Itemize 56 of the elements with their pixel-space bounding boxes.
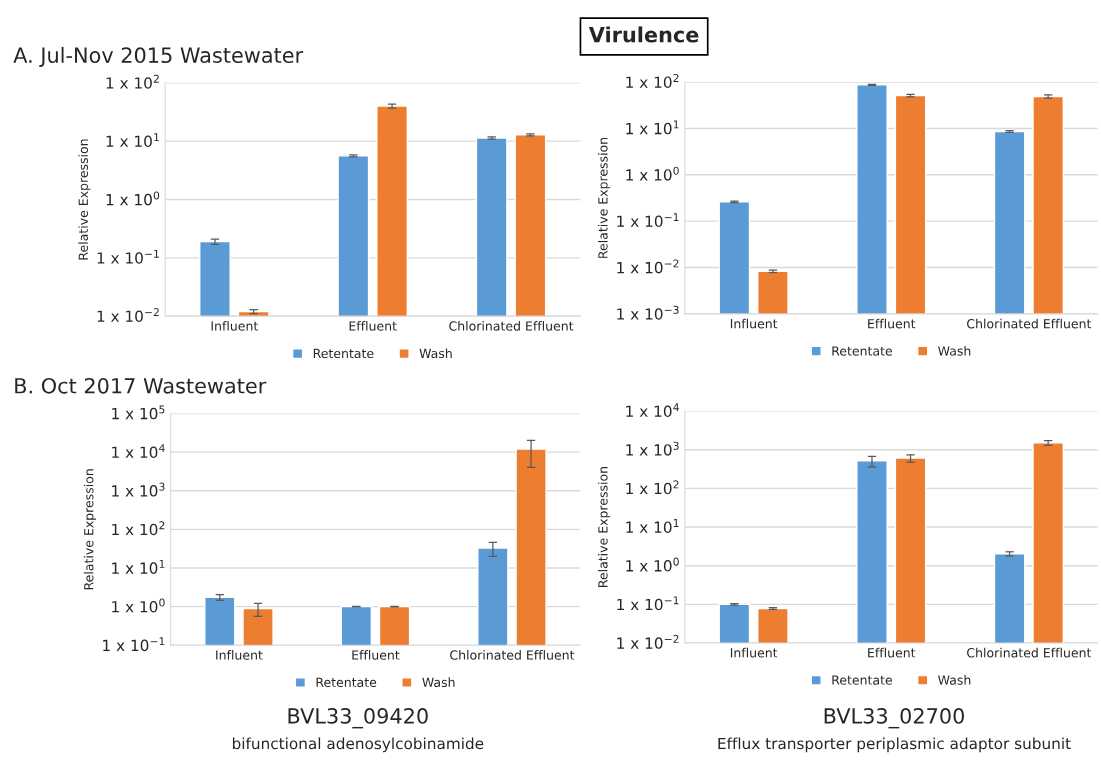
y-tick-label: 1 x 10$^{2}$ bbox=[112, 521, 165, 536]
y-tick-label: 1 x 10$^{1}$ bbox=[106, 133, 159, 148]
x-tick-label: Influent bbox=[211, 321, 258, 331]
text: Virulence bbox=[588, 26, 699, 43]
x-tick-label: Influent bbox=[730, 647, 778, 658]
text: BVL33_09420 bbox=[288, 708, 428, 729]
legend-label: Retentate bbox=[313, 348, 374, 359]
x-tick-label: Effluent bbox=[349, 321, 397, 331]
y-tick-label: 1 x 10$^{1}$ bbox=[626, 120, 679, 135]
y-tick-label: 1 x 10$^{1}$ bbox=[626, 519, 679, 533]
y-tick-label: 1 x 10$^{3}$ bbox=[626, 441, 679, 456]
legend-label: Retentate bbox=[316, 677, 377, 688]
y-tick-label: 1 x 10$^{1}$ bbox=[112, 560, 165, 574]
legend-label: Retentate bbox=[832, 675, 893, 685]
x-tick-label: Chlorinated Effluent bbox=[967, 647, 1092, 658]
y-axis-title: Relative Expression bbox=[83, 469, 96, 590]
x-tick-label: Effluent bbox=[868, 647, 916, 658]
text: B. Oct 2017 Wastewater bbox=[15, 377, 267, 394]
legend-label: Retentate bbox=[832, 346, 893, 356]
text: A. Jul-Nov 2015 Wastewater bbox=[13, 46, 304, 67]
y-tick-label: 1 x 10$^{4}$ bbox=[626, 403, 679, 418]
y-tick-label: 1 x 10$^{−3}$ bbox=[617, 305, 679, 320]
y-tick-label: 1 x 10$^{−2}$ bbox=[97, 308, 159, 323]
y-tick-label: 1 x 10$^{0}$ bbox=[106, 191, 160, 206]
y-tick-label: 1 x 10$^{2}$ bbox=[626, 73, 679, 88]
y-tick-label: 1 x 10$^{−1}$ bbox=[617, 213, 679, 228]
y-tick-label: 1 x 10$^{−1}$ bbox=[617, 596, 679, 611]
x-tick-label: Effluent bbox=[868, 318, 916, 329]
y-tick-label: 1 x 10$^{5}$ bbox=[112, 405, 165, 420]
x-tick-label: Chlorinated Effluent bbox=[449, 321, 574, 331]
x-tick-label: Effluent bbox=[352, 650, 400, 660]
legend-label: Wash bbox=[938, 675, 971, 685]
legend-label: Wash bbox=[422, 677, 455, 688]
legend-label: Wash bbox=[938, 345, 971, 356]
text: bifunctional adenosylcobinamide bbox=[232, 737, 484, 753]
y-tick-label: 1 x 10$^{0}$ bbox=[626, 166, 679, 181]
x-tick-label: Chlorinated Effluent bbox=[450, 650, 575, 660]
y-axis-title: Relative Expression bbox=[597, 467, 611, 587]
y-tick-label: 1 x 10$^{2}$ bbox=[106, 74, 159, 89]
y-tick-label: 1 x 10$^{−2}$ bbox=[617, 259, 679, 274]
y-tick-label: 1 x 10$^{−2}$ bbox=[617, 634, 679, 649]
x-tick-label: Chlorinated Effluent bbox=[967, 318, 1092, 329]
y-axis-title: Relative Expression bbox=[597, 137, 611, 258]
x-tick-label: Influent bbox=[730, 318, 778, 329]
y-tick-label: 1 x 10$^{0}$ bbox=[626, 557, 679, 572]
y-tick-label: 1 x 10$^{0}$ bbox=[112, 598, 165, 613]
y-tick-label: 1 x 10$^{4}$ bbox=[112, 444, 165, 458]
y-axis-title: Relative Expression bbox=[78, 139, 91, 260]
y-tick-label: 1 x 10$^{3}$ bbox=[112, 482, 165, 497]
text: BVL33_02700 bbox=[824, 708, 964, 729]
y-tick-label: 1 x 10$^{−1}$ bbox=[103, 637, 165, 652]
text: Efflux transporter periplasmic adaptor subunit bbox=[718, 737, 1071, 753]
y-tick-label: 1 x 10$^{−1}$ bbox=[97, 249, 159, 264]
legend-label: Wash bbox=[419, 348, 452, 359]
y-tick-label: 1 x 10$^{2}$ bbox=[626, 480, 679, 495]
x-tick-label: Influent bbox=[216, 650, 263, 660]
